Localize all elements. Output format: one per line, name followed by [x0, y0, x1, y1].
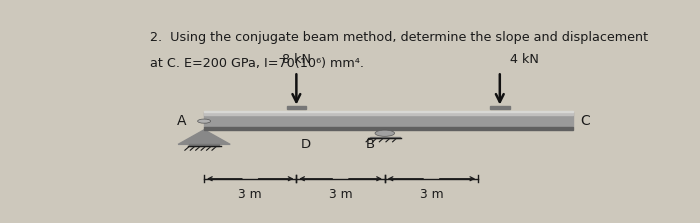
Bar: [370, 137, 400, 138]
Text: 3 m: 3 m: [329, 188, 352, 201]
Circle shape: [375, 130, 395, 136]
Text: 3 m: 3 m: [239, 188, 262, 201]
Polygon shape: [178, 130, 230, 144]
Text: 2.  Using the conjugate beam method, determine the slope and displacement: 2. Using the conjugate beam method, dete…: [150, 31, 648, 44]
Text: 4 kN: 4 kN: [510, 53, 539, 66]
Bar: [204, 112, 573, 127]
Circle shape: [197, 119, 211, 123]
Bar: [204, 112, 573, 115]
Text: A: A: [176, 114, 186, 128]
Text: 8 kN: 8 kN: [282, 53, 311, 66]
Bar: [490, 106, 510, 109]
Text: 3 m: 3 m: [419, 188, 443, 201]
Text: at C. E=200 GPa, I=70(10⁶) mm⁴.: at C. E=200 GPa, I=70(10⁶) mm⁴.: [150, 57, 364, 70]
Bar: [286, 106, 306, 109]
Bar: [204, 111, 573, 112]
Text: C: C: [580, 114, 590, 128]
Bar: [204, 127, 573, 130]
Text: B: B: [366, 138, 375, 151]
Bar: [189, 144, 219, 147]
Text: D: D: [301, 138, 311, 151]
